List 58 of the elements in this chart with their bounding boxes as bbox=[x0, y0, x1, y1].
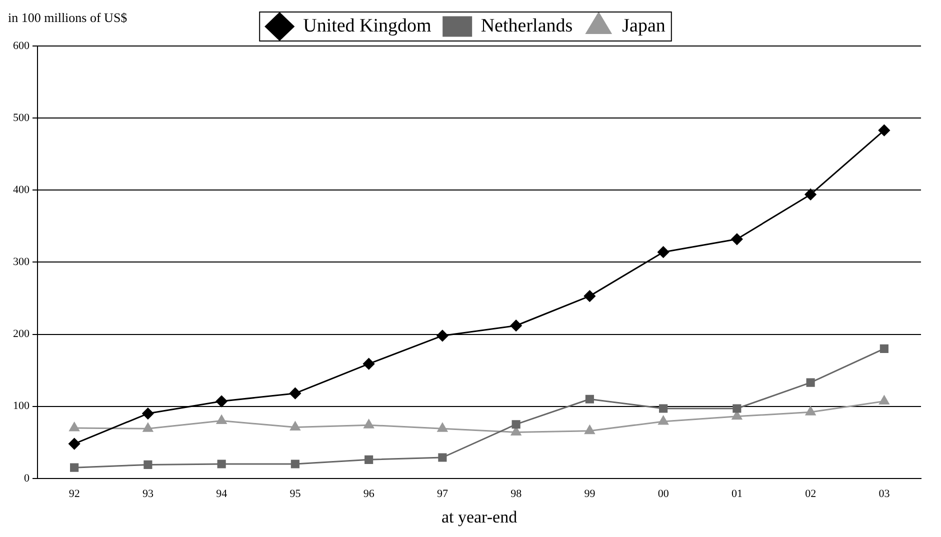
point bbox=[878, 124, 890, 136]
point bbox=[512, 420, 520, 429]
point bbox=[658, 246, 670, 258]
point bbox=[438, 453, 447, 462]
point bbox=[144, 460, 152, 469]
x-tick-label: 95 bbox=[290, 488, 302, 500]
legend-label: Netherlands bbox=[480, 15, 573, 36]
point bbox=[142, 408, 154, 420]
point bbox=[217, 460, 226, 468]
y-tick-label: 600 bbox=[13, 40, 30, 52]
x-tick-label: 93 bbox=[142, 488, 154, 500]
point bbox=[732, 404, 742, 413]
point bbox=[804, 188, 816, 200]
y-tick-label: 400 bbox=[13, 184, 30, 196]
y-tick-label: 100 bbox=[13, 400, 30, 412]
y-tick-label: 200 bbox=[13, 328, 30, 340]
point bbox=[216, 414, 227, 424]
point bbox=[584, 290, 596, 302]
point bbox=[70, 463, 79, 472]
y-tick-label: 300 bbox=[13, 256, 30, 268]
x-tick-label: 99 bbox=[584, 488, 596, 500]
x-tick-label: 94 bbox=[216, 488, 228, 500]
point bbox=[289, 388, 301, 400]
point bbox=[585, 394, 594, 404]
point bbox=[290, 421, 300, 430]
point bbox=[363, 358, 375, 370]
x-tick-label: 98 bbox=[510, 488, 522, 500]
y-axis-title: in 100 millions of US$ bbox=[8, 10, 128, 25]
legend-label: United Kingdom bbox=[303, 15, 432, 36]
point bbox=[364, 455, 374, 464]
point bbox=[68, 438, 80, 450]
point bbox=[879, 396, 890, 405]
point bbox=[436, 330, 448, 342]
point bbox=[658, 416, 668, 425]
point bbox=[806, 378, 815, 387]
point bbox=[584, 425, 595, 434]
point bbox=[510, 320, 522, 332]
x-tick-label: 02 bbox=[805, 488, 816, 500]
point bbox=[290, 460, 300, 468]
point bbox=[69, 422, 80, 432]
point bbox=[880, 344, 888, 353]
x-tick-label: 92 bbox=[68, 488, 80, 500]
point bbox=[142, 422, 154, 432]
x-axis-title: at year-end bbox=[441, 507, 518, 526]
y-tick-label: 500 bbox=[13, 112, 30, 124]
point bbox=[437, 422, 448, 432]
y-tick-label: 0 bbox=[24, 472, 30, 484]
x-tick-label: 01 bbox=[731, 488, 742, 500]
point bbox=[659, 404, 668, 413]
x-tick-label: 03 bbox=[878, 488, 890, 500]
point bbox=[805, 406, 816, 416]
point bbox=[216, 396, 228, 408]
x-tick-label: 96 bbox=[363, 488, 375, 500]
point bbox=[731, 233, 743, 245]
x-tick-label: 00 bbox=[658, 488, 670, 500]
point bbox=[364, 419, 374, 428]
legend-label: Japan bbox=[622, 15, 666, 36]
x-tick-label: 97 bbox=[436, 488, 448, 500]
